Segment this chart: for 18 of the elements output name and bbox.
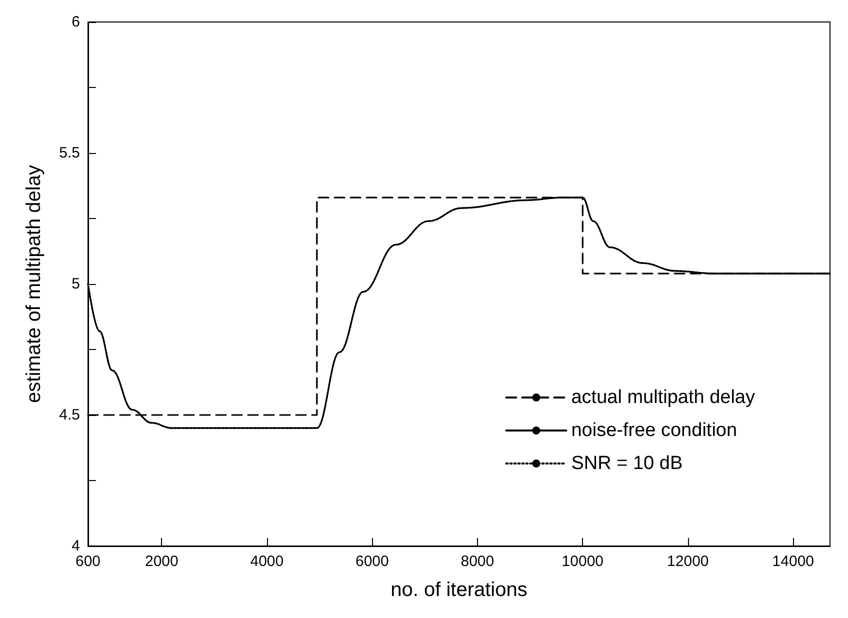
x-tick-label: 12000 (667, 553, 709, 570)
y-tick-label: 4 (72, 538, 80, 554)
x-tick-label: 8000 (460, 553, 494, 570)
y-tick-label: 5.5 (59, 144, 80, 162)
x-axis-title: no. of iterations (390, 579, 528, 601)
x-tick-label: 6000 (355, 553, 389, 570)
y-tick-label: 5 (72, 276, 80, 292)
x-tick-label: 14000 (772, 553, 814, 570)
x-tick-label: 10000 (562, 553, 604, 570)
y-axis-title: estimate of multipath delay (23, 165, 45, 403)
x-tick-label: 2000 (144, 553, 178, 570)
legend-label: SNR = 10 dB (571, 453, 683, 474)
legend-label: actual multipath delay (571, 387, 756, 408)
y-tick-label: 4.5 (59, 406, 80, 424)
x-tick-label: 600 (75, 553, 101, 570)
y-tick-label: 6 (72, 14, 80, 30)
legend-label: noise-free condition (571, 420, 738, 441)
x-tick-label: 4000 (250, 553, 284, 570)
